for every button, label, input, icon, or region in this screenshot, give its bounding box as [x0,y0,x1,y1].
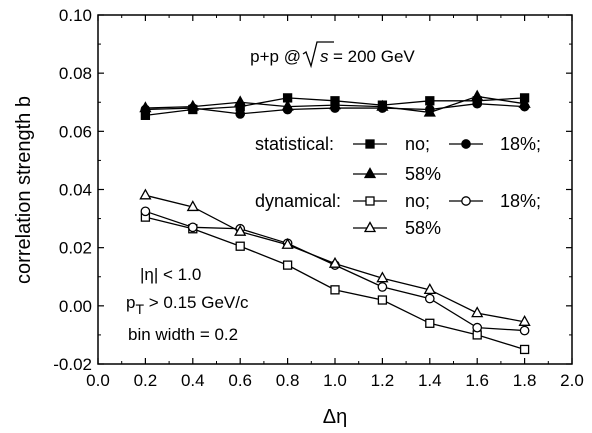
title-sqrt-arg: s [320,47,329,66]
x-tick-label: 1.6 [465,371,489,390]
data-point [186,200,199,212]
data-point [471,89,484,101]
data-point [376,99,389,111]
y-axis-title: correlation strength b [13,96,35,284]
x-tick-label: 0.8 [276,371,300,390]
title-suffix: = 200 GeV [333,47,415,66]
x-tick-label: 1.0 [323,371,347,390]
bin-width-text: bin width = 0.2 [128,325,238,344]
legend: statistical: no; 18%; 58% dynamical: no;… [255,134,541,238]
data-point [377,295,388,305]
data-point [423,105,436,117]
x-tick-label: 1.2 [371,371,395,390]
data-point [281,99,294,111]
series-5 [139,188,531,326]
y-tick-label: 0.08 [59,64,92,83]
data-point [328,256,342,268]
data-point [140,206,151,217]
y-tick-label: 0.10 [59,6,92,25]
legend-group-statistical: statistical: [255,134,334,154]
data-point [472,98,483,109]
legend-label-dyn-18: 18%; [500,191,541,211]
data-point [281,237,294,249]
data-point [425,96,435,106]
pt-suffix: > 0.15 GeV/c [144,293,249,312]
x-tick-label: 0.0 [86,371,110,390]
title-prefix: p+p @ [250,47,301,66]
data-point [328,98,342,110]
data-point [234,95,247,107]
y-tick-label: 0.04 [59,181,92,200]
x-tick-label: 0.4 [181,371,205,390]
data-point [139,188,152,200]
data-point [518,96,531,108]
data-point [425,318,435,328]
y-tick-label: -0.02 [53,355,92,374]
legend-label-dyn-no: no; [405,191,430,211]
data-point [187,222,198,233]
legend-marker [461,196,471,206]
x-tick-label: 2.0 [560,371,584,390]
pt-prefix: p [126,293,135,312]
x-tick-label: 0.2 [134,371,158,390]
sqrt-radical-icon [302,41,334,69]
pt-subscript: T [135,301,144,317]
y-tick-label: 0.02 [59,239,92,258]
data-point [423,282,436,294]
data-point [518,314,531,326]
series-layer [139,89,531,355]
data-point [330,285,340,295]
legend-label-stat-58: 58% [405,164,441,184]
legend-marker [365,139,375,149]
legend-marker [363,221,377,233]
series-2 [139,89,531,117]
data-point [472,322,483,333]
x-tick-label: 0.6 [228,371,252,390]
data-point [235,109,246,119]
pt-cut-text: pT > 0.15 GeV/c [126,293,249,317]
legend-label-stat-no: no; [405,134,430,154]
x-axis-title: Δη [323,406,347,428]
x-tick-label: 1.8 [513,371,537,390]
data-point [424,293,435,304]
series-line [145,210,525,332]
y-tick-label: 0.00 [59,297,92,316]
data-point [186,99,199,111]
data-point [519,344,530,355]
data-point [282,260,293,270]
eta-cut-text: |η| < 1.0 [140,265,201,284]
y-tick-label: 0.06 [59,122,92,141]
legend-label-stat-18: 18%; [500,134,541,154]
cuts-annotation: |η| < 1.0 pT > 0.15 GeV/c bin width = 0.… [126,265,249,344]
chart-title: p+p @ s = 200 GeV [250,41,415,69]
data-point [377,282,388,292]
legend-marker [365,196,375,206]
data-point [234,224,247,236]
data-point [376,271,389,283]
data-point [471,306,484,318]
data-point [519,325,530,336]
legend-label-dyn-58: 58% [405,218,441,238]
legend-marker [363,167,377,179]
x-axis-ticks: 0.0 0.2 0.4 0.6 0.8 1.0 1.2 1.4 1.6 1.8 2.0 [86,15,584,390]
legend-marker [461,139,471,149]
legend-group-dynamical: dynamical: [255,191,341,211]
y-axis-ticks: -0.02 0.00 0.02 0.04 0.06 0.08 0.10 [53,6,572,374]
data-point [139,101,152,113]
data-point [235,241,245,251]
x-tick-label: 1.4 [418,371,442,390]
